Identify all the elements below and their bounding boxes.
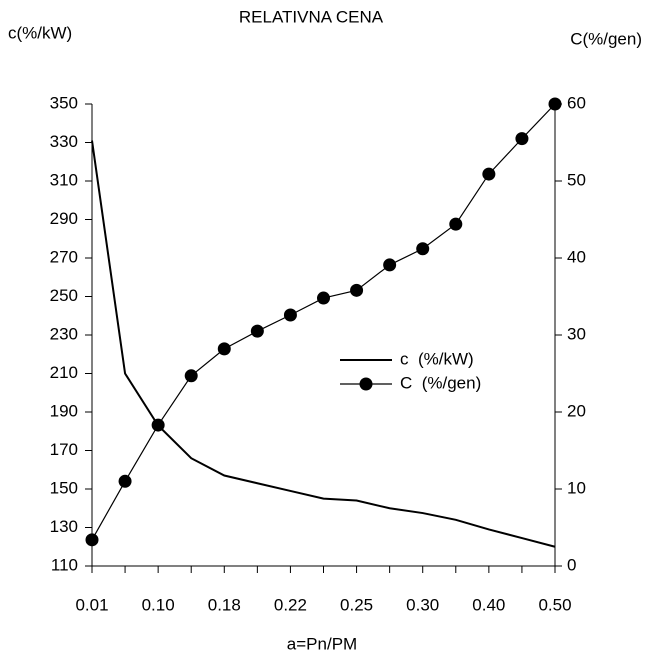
x-tick-label: 0.40	[472, 595, 505, 614]
series-marker	[118, 474, 132, 488]
series-marker	[449, 217, 463, 231]
series-marker	[250, 324, 264, 338]
x-tick-label: 0.50	[538, 595, 571, 614]
y-tick-label: 350	[50, 93, 78, 112]
y2-tick-label: 0	[567, 555, 576, 574]
series-marker	[416, 242, 430, 256]
y-tick-label: 150	[50, 478, 78, 497]
y2-axis-label: C(%/gen)	[570, 29, 642, 48]
legend-label: c (%/kW)	[400, 349, 474, 368]
y-tick-label: 310	[50, 170, 78, 189]
series-marker	[317, 291, 330, 305]
x-tick-label: 0.01	[75, 595, 108, 614]
series-marker	[482, 167, 496, 181]
y2-tick-label: 10	[567, 478, 586, 497]
series-marker	[85, 533, 99, 547]
series-marker	[217, 342, 231, 356]
legend-marker	[359, 377, 373, 391]
x-axis-label: a=Pn/PM	[287, 634, 357, 653]
legend-label: C (%/gen)	[400, 373, 481, 392]
y-tick-label: 190	[50, 401, 78, 420]
y-tick-label: 210	[50, 363, 78, 382]
y-tick-label: 130	[50, 517, 78, 536]
series-marker	[515, 132, 529, 146]
x-tick-label: 0.22	[274, 595, 307, 614]
series-marker	[151, 418, 165, 432]
y2-tick-label: 50	[567, 170, 586, 189]
y-axis-label: c(%/kW)	[8, 23, 72, 42]
series-marker	[548, 97, 562, 111]
y2-tick-label: 40	[567, 247, 586, 266]
y-tick-label: 170	[50, 440, 78, 459]
y-tick-label: 290	[50, 209, 78, 228]
x-tick-label: 0.10	[142, 595, 175, 614]
y-tick-label: 250	[50, 286, 78, 305]
series-line	[91, 140, 556, 548]
series-marker	[383, 258, 397, 272]
series-marker	[350, 283, 364, 297]
chart-title: RELATIVNA CENA	[239, 7, 384, 26]
y2-tick-label: 30	[567, 324, 586, 343]
y2-tick-label: 60	[567, 93, 586, 112]
y2-tick-label: 20	[567, 401, 586, 420]
series-marker	[184, 369, 198, 383]
y-tick-label: 230	[50, 324, 78, 343]
x-tick-label: 0.18	[208, 595, 241, 614]
y-tick-label: 330	[50, 132, 78, 151]
y-tick-label: 110	[51, 555, 78, 574]
y-tick-label: 270	[50, 247, 78, 266]
x-tick-label: 0.25	[340, 595, 373, 614]
series-marker	[283, 308, 297, 322]
x-tick-label: 0.30	[406, 595, 439, 614]
